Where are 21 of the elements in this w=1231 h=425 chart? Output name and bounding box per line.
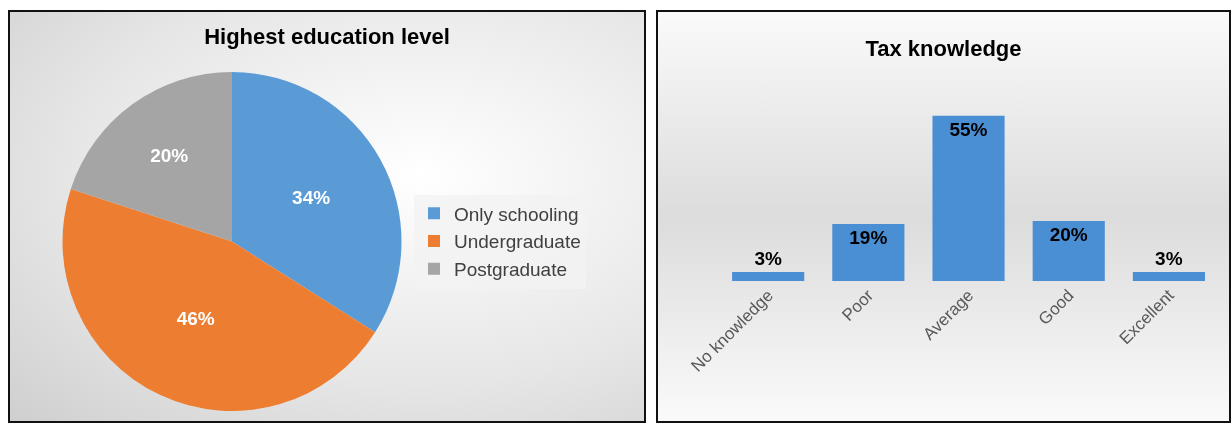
legend-label: Undergraduate <box>454 231 581 253</box>
data-label: 20% <box>150 144 189 166</box>
bar <box>1132 271 1205 281</box>
bar <box>1032 220 1105 281</box>
chart-title: Tax knowledge <box>865 36 1022 62</box>
legend-label: Postgraduate <box>454 259 568 281</box>
pie-slice <box>70 72 232 242</box>
data-label: 55% <box>949 118 988 140</box>
legend-label: Only schooling <box>454 203 579 225</box>
data-label: 3% <box>1155 247 1183 269</box>
chart-title: Highest education level <box>204 23 450 49</box>
bar <box>832 223 905 281</box>
data-label: 34% <box>292 187 331 209</box>
data-label: 46% <box>176 307 215 329</box>
data-label: 20% <box>1049 223 1088 245</box>
bar <box>732 271 805 281</box>
data-label: 3% <box>754 247 782 269</box>
pie-slice <box>62 189 376 411</box>
bar <box>932 115 1005 281</box>
data-label: 19% <box>849 226 888 248</box>
pie-slice <box>232 72 402 333</box>
